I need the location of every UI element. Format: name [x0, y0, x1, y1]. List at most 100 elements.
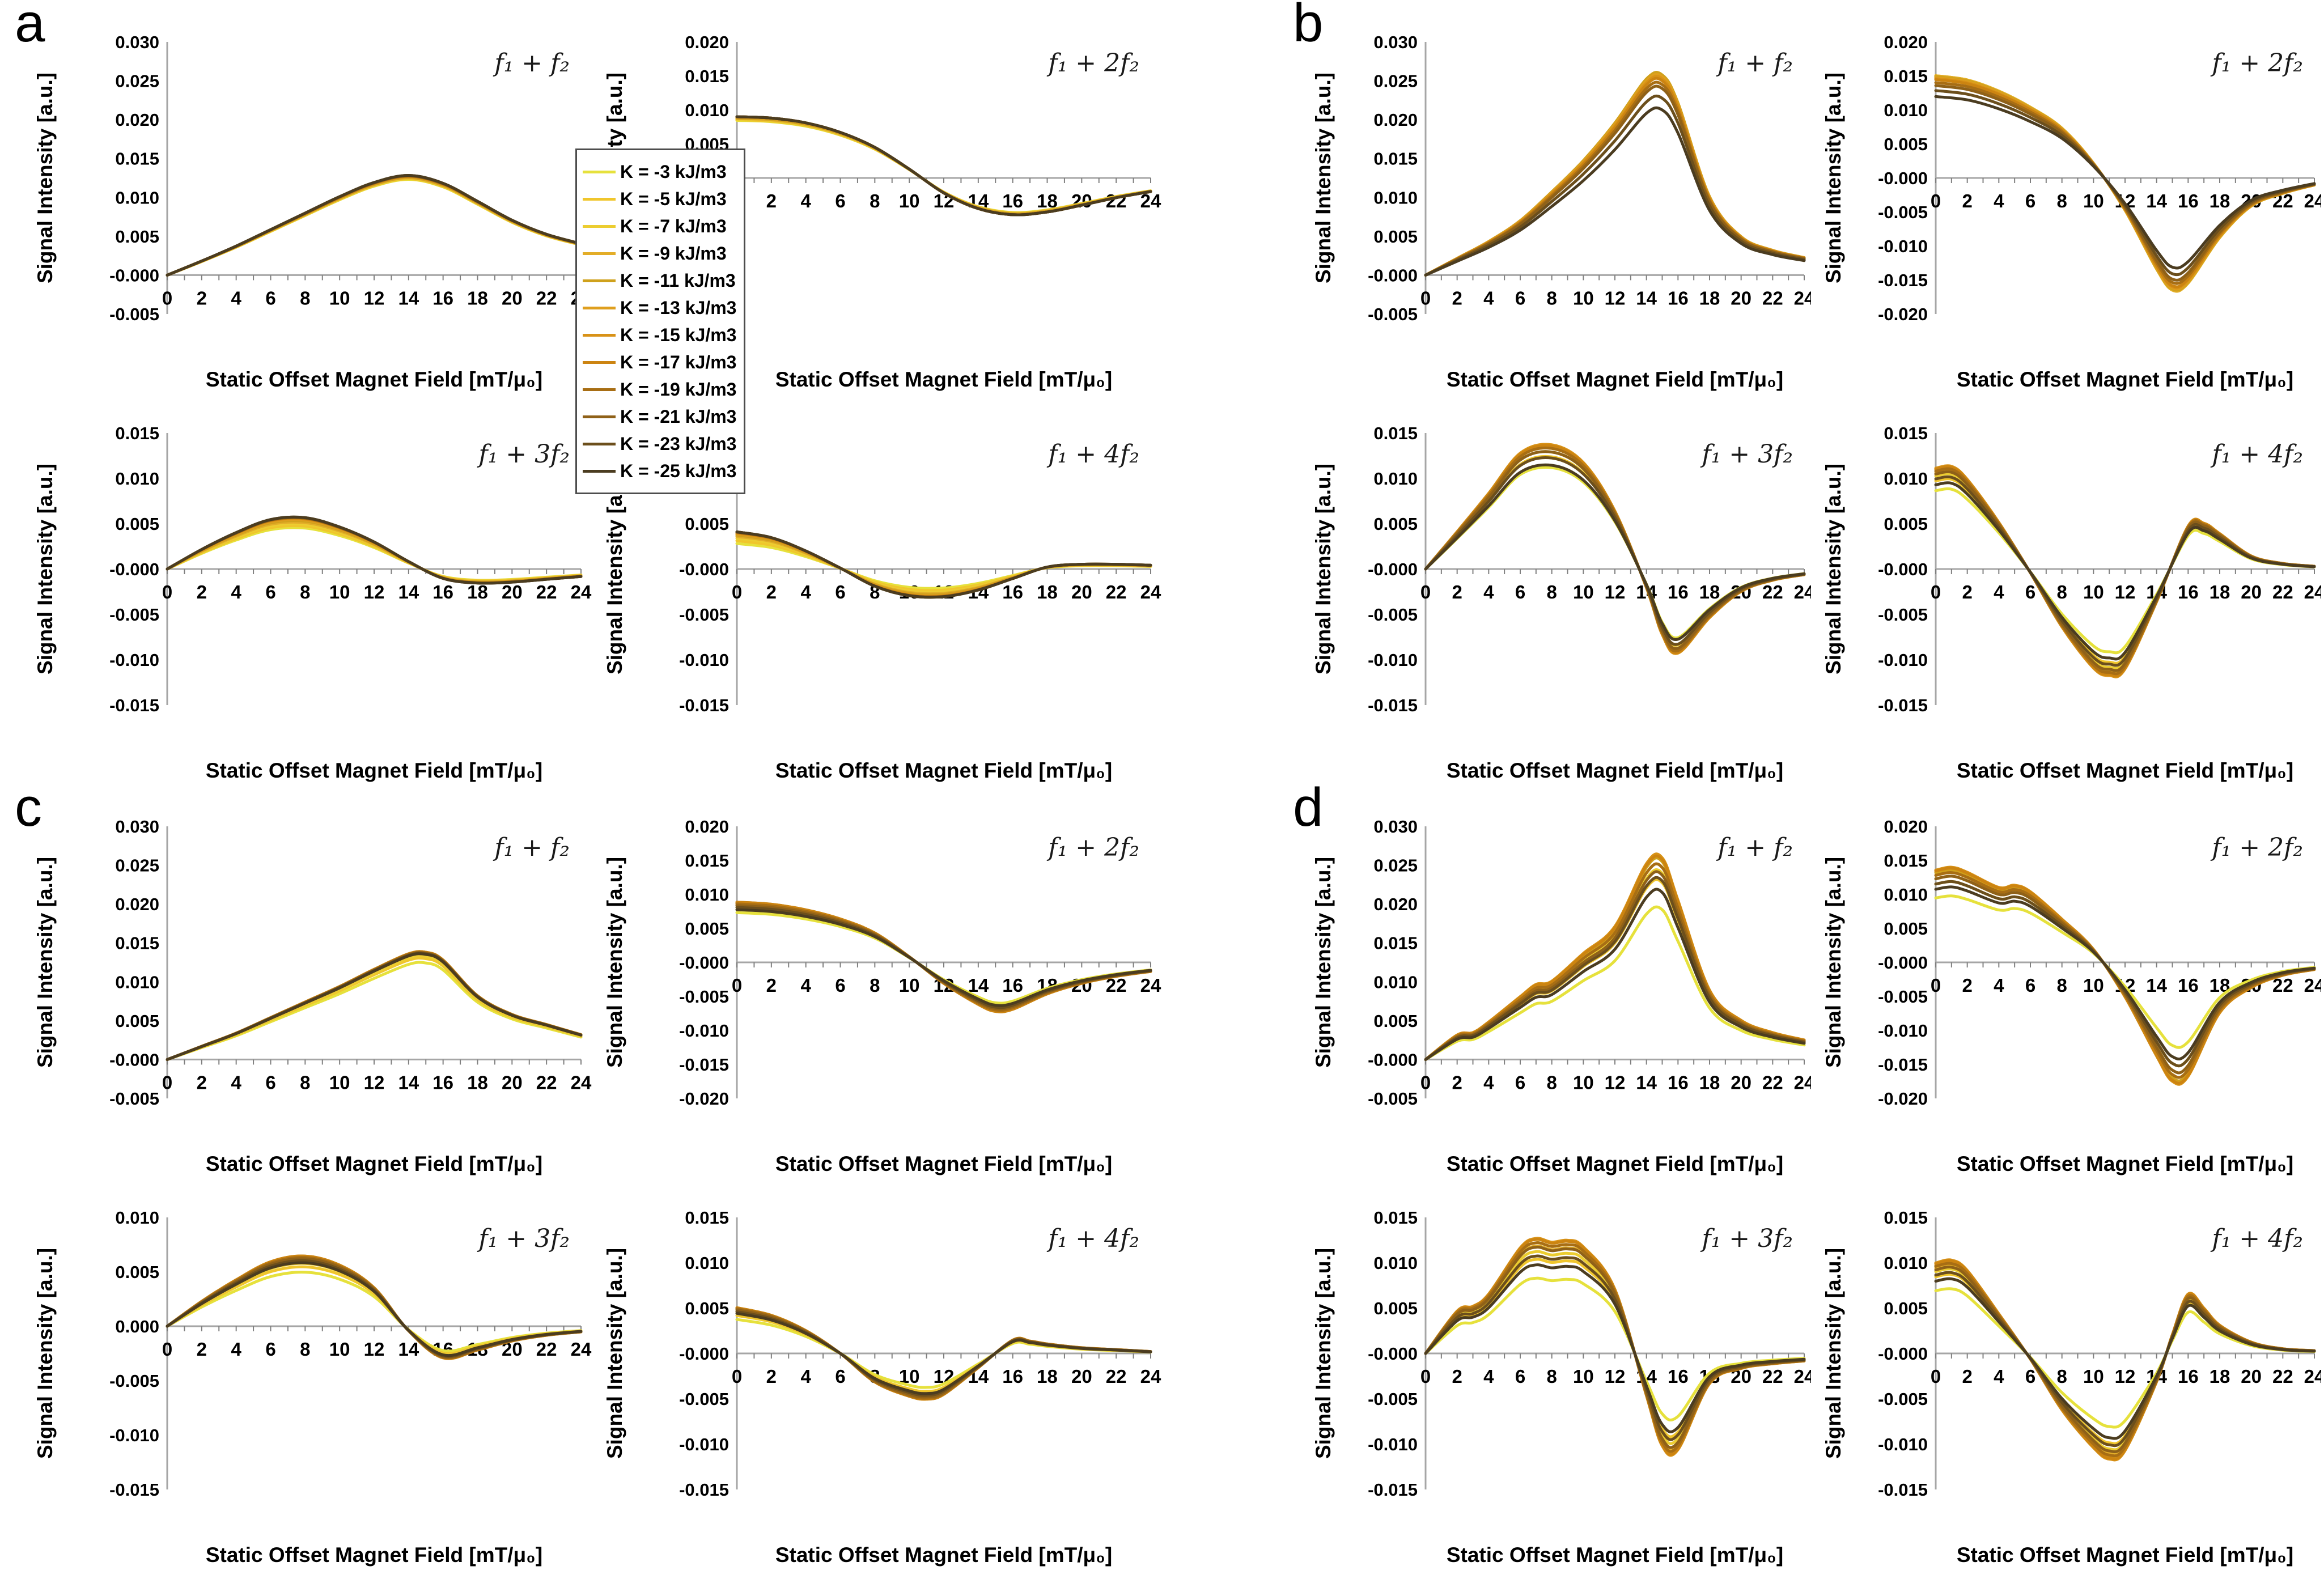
legend-item: K = -7 kJ/m3 [583, 213, 733, 240]
legend-item-label: K = -23 kJ/m3 [620, 433, 737, 454]
x-axis-title: Static Offset Magnet Field [mT/μ₀] [775, 1543, 1112, 1567]
x-tick-label: 20 [1731, 1072, 1752, 1093]
x-tick-label: 6 [835, 190, 845, 211]
x-tick-label: 0 [732, 1366, 742, 1387]
series-curves [166, 515, 583, 585]
curve-K=-25kJ/m3 [735, 908, 1152, 1007]
y-tick-label: -0.010 [679, 1021, 729, 1041]
y-tick-label: 0.010 [1884, 885, 1928, 905]
x-tick-label: 0 [1420, 287, 1431, 308]
y-tick-label: -0.015 [1368, 1480, 1418, 1500]
curve-K=-11kJ/m3 [1934, 1261, 2316, 1459]
x-axis-title: Static Offset Magnet Field [mT/μ₀] [1957, 368, 2293, 391]
x-tick-label: 2 [197, 581, 207, 602]
x-tick-label: 4 [1994, 581, 2004, 602]
x-axis-title: Static Offset Magnet Field [mT/μ₀] [1957, 1152, 2293, 1175]
x-tick-label: 24 [1794, 1366, 1811, 1387]
x-tick-label: 24 [571, 1339, 592, 1360]
y-tick-label: 0.025 [115, 856, 159, 876]
series-curves [1424, 852, 1806, 1061]
y-tick-label: -0.000 [1878, 168, 1928, 188]
x-tick-label: 10 [2083, 581, 2104, 602]
x-tick-label: 4 [231, 1072, 241, 1093]
legend-box: K = -3 kJ/m3 K = -5 kJ/m3 K = -7 kJ/m3 K = … [575, 148, 745, 494]
x-tick-label: 20 [2241, 581, 2262, 602]
x-tick-label: 8 [300, 581, 310, 602]
x-tick-label: 18 [1037, 1366, 1058, 1387]
x-tick-label: 10 [1573, 581, 1594, 602]
legend-line-swatch [583, 279, 616, 282]
y-tick-label: 0.005 [1884, 134, 1928, 154]
x-tick-label: 4 [1994, 190, 2004, 211]
x-tick-label: 24 [1140, 975, 1161, 996]
x-tick-label: 22 [536, 1339, 557, 1360]
subplot-title: f₁ + f₂ [493, 49, 570, 78]
legend-item: K = -5 kJ/m3 [583, 185, 733, 213]
x-tick-label: 24 [2304, 581, 2321, 602]
legend-item: K = -23 kJ/m3 [583, 430, 737, 457]
curve-K=-15kJ/m3 [1424, 443, 1806, 655]
y-tick-label: -0.010 [1368, 650, 1418, 670]
y-tick-label: 0.030 [115, 32, 159, 52]
y-tick-label: -0.010 [109, 650, 159, 670]
series-curves [1934, 464, 2316, 678]
y-tick-label: -0.005 [109, 605, 159, 625]
legend-item-label: K = -5 kJ/m3 [620, 188, 727, 209]
curve-K=-25kJ/m3 [1934, 885, 2316, 1061]
curve-K=-3kJ/m3 [1934, 75, 2316, 292]
curve-K=-3kJ/m3 [1424, 905, 1806, 1061]
x-tick-label: 22 [1762, 581, 1783, 602]
x-tick-label: 16 [1668, 287, 1689, 308]
curve-K=-19kJ/m3 [1934, 1262, 2316, 1458]
y-tick-label: 0.005 [1884, 919, 1928, 939]
x-axis-title: Static Offset Magnet Field [mT/μ₀] [775, 368, 1112, 391]
curve-K=-13kJ/m3 [166, 950, 583, 1061]
subplot-title: f₁ + 3f₂ [477, 1224, 570, 1253]
y-tick-label: -0.000 [1878, 559, 1928, 579]
x-tick-label: 22 [1106, 1366, 1127, 1387]
y-tick-label: 0.005 [685, 919, 729, 939]
x-tick-label: 14 [1636, 1072, 1657, 1093]
legend-item: K = -13 kJ/m3 [583, 294, 736, 321]
curve-K=-25kJ/m3 [1424, 463, 1806, 641]
curve-K=-25kJ/m3 [1424, 1263, 1806, 1433]
x-tick-label: 18 [467, 581, 488, 602]
x-tick-label: 24 [1794, 1072, 1811, 1093]
x-tick-label: 24 [571, 1072, 592, 1093]
y-tick-label: -0.000 [109, 265, 159, 285]
subplot-c2: 0.020 0.015 0.010 0.005 -0.000 -0.005 -0.010 -0… [603, 817, 1161, 1175]
y-axis-title: Signal Intensity [a.u.] [33, 73, 57, 283]
y-axis-title: Signal Intensity [a.u.] [603, 1248, 626, 1459]
panel-a: a 0.030 0.025 0.020 0.015 0.010 0.005 -0.000 -0… [15, 0, 1162, 787]
y-tick-label: -0.010 [1878, 1021, 1928, 1041]
subplot-title: f₁ + 4f₂ [1046, 440, 1139, 469]
x-tick-label: 20 [1731, 287, 1752, 308]
x-tick-label: 4 [231, 581, 241, 602]
y-tick-label: -0.005 [1878, 605, 1928, 625]
y-tick-label: 0.015 [115, 149, 159, 169]
y-axis-title: Signal Intensity [a.u.] [33, 1248, 57, 1459]
x-tick-label: 10 [2083, 975, 2104, 996]
y-tick-label: 0.005 [115, 227, 159, 247]
subplot-a4: 0.0150.0100.005-0.000-0.005-0.010-0.0150… [603, 423, 1161, 782]
x-tick-label: 22 [536, 287, 557, 308]
curve-K=-25kJ/m3 [1934, 95, 2316, 270]
y-tick-label: -0.010 [1368, 1434, 1418, 1454]
legend-line-swatch [583, 442, 616, 445]
x-tick-label: 24 [2304, 190, 2321, 211]
x-tick-label: 10 [1573, 287, 1594, 308]
y-tick-label: 0.010 [115, 1208, 159, 1228]
x-tick-label: 22 [1762, 287, 1783, 308]
x-tick-label: 2 [1452, 1366, 1462, 1387]
x-tick-label: 14 [968, 975, 989, 996]
y-axis-title: Signal Intensity [a.u.] [33, 857, 57, 1068]
x-tick-label: 16 [2178, 1366, 2199, 1387]
y-tick-label: -0.015 [1878, 695, 1928, 715]
y-tick-label: 0.020 [1884, 32, 1928, 52]
y-tick-label: 0.015 [115, 423, 159, 443]
series-curves [1934, 74, 2316, 293]
panel-c-label: c [15, 777, 42, 838]
x-tick-label: 2 [1452, 581, 1462, 602]
y-axis-title: Signal Intensity [a.u.] [1312, 857, 1335, 1068]
